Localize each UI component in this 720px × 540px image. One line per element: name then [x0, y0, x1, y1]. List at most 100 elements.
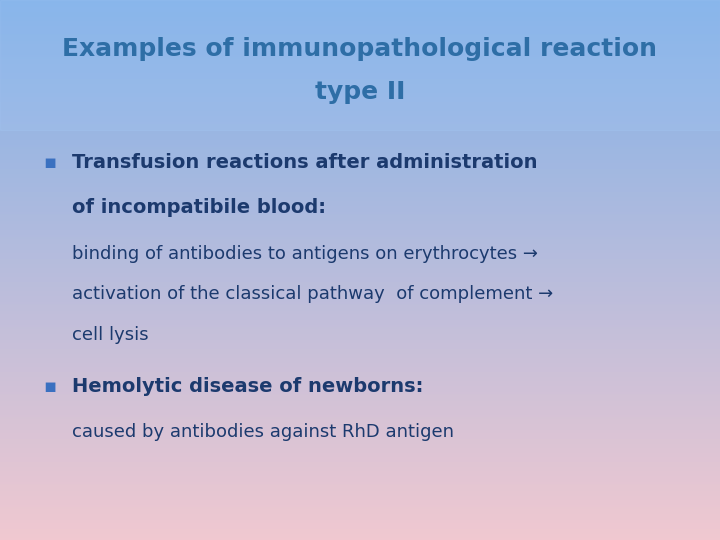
Bar — [0, 345, 720, 347]
Bar — [0, 63, 720, 65]
Bar — [0, 194, 720, 196]
Bar — [0, 124, 720, 126]
Bar — [0, 349, 720, 351]
Bar — [0, 392, 720, 394]
Bar — [0, 444, 720, 447]
Bar — [0, 255, 720, 258]
Bar — [0, 478, 720, 481]
Bar — [0, 367, 720, 369]
Bar — [0, 160, 720, 162]
Bar — [0, 421, 720, 423]
Bar — [0, 25, 720, 27]
Bar — [0, 151, 720, 153]
Bar — [0, 154, 720, 157]
Text: ▪: ▪ — [43, 152, 56, 172]
Bar — [0, 252, 720, 254]
Bar — [0, 32, 720, 34]
Bar — [0, 120, 720, 123]
Bar — [0, 275, 720, 277]
Bar — [0, 214, 720, 216]
Bar — [0, 172, 720, 174]
Bar — [0, 5, 720, 7]
Bar — [0, 68, 720, 70]
Bar — [0, 21, 720, 23]
Bar — [0, 530, 720, 533]
Bar — [0, 249, 720, 252]
Bar — [0, 104, 720, 106]
Bar — [0, 300, 720, 302]
Bar — [0, 464, 720, 466]
Bar — [0, 509, 720, 511]
Bar — [0, 532, 720, 535]
Bar — [0, 195, 720, 198]
Bar — [0, 125, 720, 128]
Bar — [0, 235, 720, 238]
Bar — [0, 289, 720, 292]
Text: caused by antibodies against RhD antigen: caused by antibodies against RhD antigen — [72, 423, 454, 441]
Bar — [0, 503, 720, 506]
Bar — [0, 187, 720, 189]
Bar — [0, 390, 720, 393]
Bar — [0, 431, 720, 434]
Bar — [0, 149, 720, 151]
Bar — [0, 26, 720, 29]
Bar — [0, 325, 720, 328]
Bar — [0, 354, 720, 356]
Bar — [0, 356, 720, 358]
Bar — [0, 303, 720, 306]
Bar — [0, 136, 720, 139]
Bar — [0, 446, 720, 448]
Bar — [0, 280, 720, 282]
Bar — [0, 46, 720, 49]
Bar — [0, 333, 720, 335]
Bar — [0, 107, 720, 110]
Bar — [0, 430, 720, 432]
Bar — [0, 516, 720, 518]
Bar — [0, 140, 720, 142]
Bar — [0, 295, 720, 297]
Bar — [0, 365, 720, 367]
Bar — [0, 208, 720, 211]
Bar — [0, 147, 720, 150]
Bar — [0, 176, 720, 178]
Bar — [0, 399, 720, 401]
Bar — [0, 14, 720, 16]
Bar — [0, 64, 720, 66]
Bar — [0, 377, 720, 380]
Bar — [0, 118, 720, 120]
Bar — [0, 502, 720, 504]
Bar — [0, 75, 720, 77]
Text: Hemolytic disease of newborns:: Hemolytic disease of newborns: — [72, 376, 423, 396]
Bar — [0, 370, 720, 373]
Bar — [0, 484, 720, 486]
Bar — [0, 298, 720, 301]
Bar — [0, 282, 720, 285]
Bar — [0, 313, 720, 315]
Bar — [0, 206, 720, 209]
Bar — [0, 519, 720, 522]
Bar — [0, 171, 720, 173]
Text: binding of antibodies to antigens on erythrocytes →: binding of antibodies to antigens on ery… — [72, 245, 538, 263]
Bar — [0, 505, 720, 508]
Bar — [0, 269, 720, 272]
Text: cell lysis: cell lysis — [72, 326, 148, 344]
Bar — [0, 410, 720, 412]
Bar — [0, 77, 720, 79]
Bar — [0, 453, 720, 455]
Bar — [0, 442, 720, 444]
Bar — [0, 163, 720, 166]
Bar — [0, 417, 720, 420]
Bar — [0, 219, 720, 221]
Bar — [0, 480, 720, 482]
Bar — [0, 363, 720, 366]
Bar — [0, 86, 720, 88]
Bar — [0, 59, 720, 61]
Bar — [0, 286, 720, 288]
Bar — [0, 437, 720, 439]
Bar — [0, 492, 720, 495]
Text: of incompatibile blood:: of incompatibile blood: — [72, 198, 326, 218]
Bar — [0, 167, 720, 169]
Bar — [0, 23, 720, 25]
Bar — [0, 403, 720, 405]
Bar — [0, 309, 720, 312]
